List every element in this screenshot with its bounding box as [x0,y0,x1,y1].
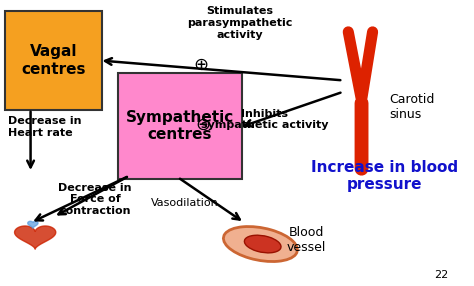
Text: Inhibits
sympathetic activity: Inhibits sympathetic activity [201,109,329,130]
Text: ⊕: ⊕ [193,56,208,74]
Text: Carotid
sinus: Carotid sinus [389,94,435,122]
Text: Blood
vessel: Blood vessel [287,226,326,253]
Text: Decrease in
Force of
contraction: Decrease in Force of contraction [58,183,132,216]
Polygon shape [27,221,38,228]
Text: ⊖: ⊖ [195,116,210,134]
Text: Increase in blood
pressure: Increase in blood pressure [311,160,458,192]
Polygon shape [15,226,56,249]
FancyBboxPatch shape [118,73,242,178]
Ellipse shape [245,235,281,253]
Text: Vasodilation: Vasodilation [151,198,219,208]
Text: 22: 22 [435,270,449,280]
Text: Stimulates
parasympathetic
activity: Stimulates parasympathetic activity [187,6,292,39]
Text: Decrease in
Heart rate: Decrease in Heart rate [8,116,81,138]
Text: Sympathetic
centres: Sympathetic centres [126,110,234,142]
Text: Vagal
centres: Vagal centres [21,44,86,77]
Ellipse shape [223,227,297,261]
FancyBboxPatch shape [5,11,102,110]
